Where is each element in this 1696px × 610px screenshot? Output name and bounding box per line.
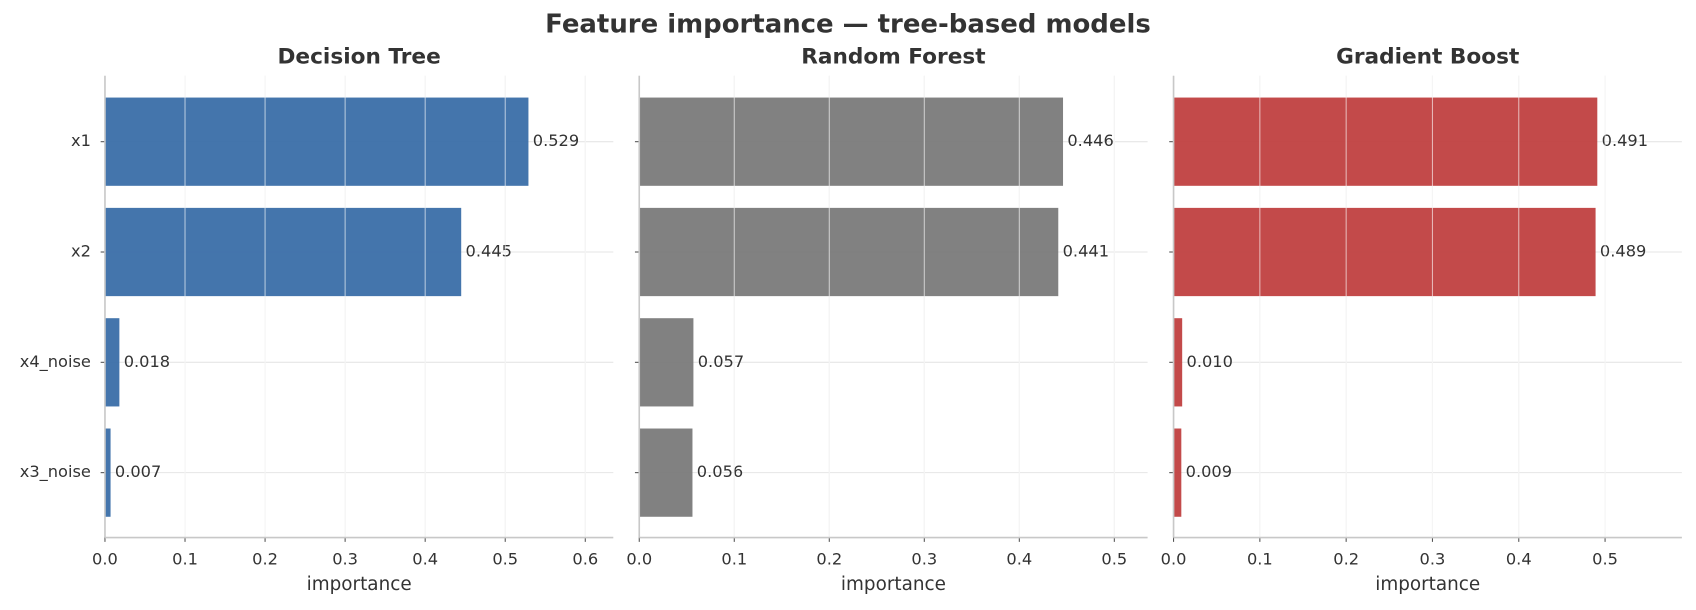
value-label: 0.489 xyxy=(1600,242,1646,261)
x-tick-label: 0.3 xyxy=(1420,550,1446,569)
x-tick-label: 0.5 xyxy=(1101,550,1127,569)
x-axis-label: importance xyxy=(307,574,412,595)
x-tick-label: 0.1 xyxy=(1247,550,1273,569)
x-tick-label: 0.2 xyxy=(252,550,278,569)
x-tick-label: 0.5 xyxy=(1592,550,1618,569)
bar xyxy=(1173,97,1598,186)
bar xyxy=(1173,318,1183,407)
y-tick-label: x3_noise xyxy=(20,462,91,482)
panel-title: Gradient Boost xyxy=(1336,44,1519,69)
bar xyxy=(104,97,529,186)
value-label: 0.529 xyxy=(533,131,579,150)
x-tick-label: 0.3 xyxy=(911,550,937,569)
bar xyxy=(639,318,694,407)
bar xyxy=(104,428,111,517)
value-label: 0.446 xyxy=(1067,131,1113,150)
x-tick-label: 0.0 xyxy=(92,550,118,569)
panel-title: Decision Tree xyxy=(277,44,440,69)
bar xyxy=(1173,428,1182,517)
x-tick-label: 0.4 xyxy=(1506,550,1532,569)
bar xyxy=(104,318,120,407)
value-label: 0.445 xyxy=(466,242,512,261)
value-label: 0.441 xyxy=(1063,242,1109,261)
x-tick-label: 0.1 xyxy=(721,550,747,569)
bar xyxy=(639,97,1064,186)
x-tick-label: 0.0 xyxy=(626,550,652,569)
x-tick-label: 0.1 xyxy=(172,550,198,569)
bar xyxy=(639,207,1059,297)
bar xyxy=(1173,207,1596,297)
x-tick-label: 0.2 xyxy=(1333,550,1359,569)
value-label: 0.010 xyxy=(1187,352,1233,371)
panel-title: Random Forest xyxy=(801,44,985,69)
x-tick-label: 0.6 xyxy=(572,550,598,569)
y-tick-label: x1 xyxy=(71,131,91,150)
x-tick-label: 0.2 xyxy=(816,550,842,569)
value-label: 0.018 xyxy=(124,352,170,371)
y-tick-label: x2 xyxy=(71,242,91,261)
value-label: 0.491 xyxy=(1602,131,1648,150)
value-label: 0.056 xyxy=(697,462,743,481)
x-tick-label: 0.4 xyxy=(1006,550,1032,569)
x-tick-label: 0.5 xyxy=(492,550,518,569)
bar xyxy=(104,207,462,297)
figure-title: Feature importance — tree-based models xyxy=(545,9,1151,39)
value-label: 0.057 xyxy=(698,352,744,371)
x-axis-label: importance xyxy=(841,574,946,595)
bar xyxy=(639,428,693,517)
x-tick-label: 0.0 xyxy=(1161,550,1187,569)
x-axis-label: importance xyxy=(1375,574,1480,595)
x-tick-label: 0.3 xyxy=(332,550,358,569)
y-tick-label: x4_noise xyxy=(20,352,91,372)
value-label: 0.007 xyxy=(115,462,161,481)
x-tick-label: 0.4 xyxy=(412,550,438,569)
value-label: 0.009 xyxy=(1186,462,1232,481)
